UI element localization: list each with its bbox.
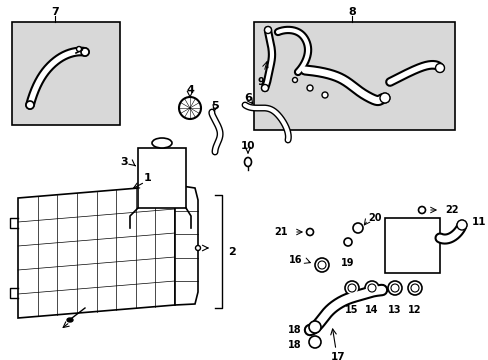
Text: 2: 2 [227, 247, 235, 257]
Ellipse shape [308, 336, 320, 348]
Ellipse shape [76, 46, 81, 51]
Ellipse shape [314, 258, 328, 272]
Ellipse shape [81, 48, 89, 56]
Ellipse shape [379, 93, 389, 103]
Text: 18: 18 [288, 325, 302, 335]
Bar [384, 218, 439, 273]
Polygon shape [175, 185, 198, 305]
Text: 4: 4 [185, 85, 194, 95]
Ellipse shape [26, 101, 34, 109]
Text: 3: 3 [120, 157, 128, 167]
Text: 20: 20 [367, 213, 381, 223]
Ellipse shape [418, 207, 425, 213]
Ellipse shape [367, 284, 375, 292]
Ellipse shape [410, 284, 418, 292]
Ellipse shape [435, 63, 444, 72]
Text: 22: 22 [444, 205, 458, 215]
Text: 16: 16 [288, 255, 302, 265]
Text: 14: 14 [365, 305, 378, 315]
Bar [12, 22, 120, 125]
Text: 21: 21 [274, 227, 287, 237]
Text: 1: 1 [144, 173, 152, 183]
Text: 10: 10 [240, 141, 255, 151]
Text: 13: 13 [387, 305, 401, 315]
Ellipse shape [345, 281, 358, 295]
Text: 11: 11 [471, 217, 486, 227]
Bar [138, 148, 185, 208]
Text: 12: 12 [407, 305, 421, 315]
Bar [253, 22, 454, 130]
Ellipse shape [364, 281, 378, 295]
Ellipse shape [407, 281, 421, 295]
Ellipse shape [195, 246, 200, 251]
Ellipse shape [261, 85, 268, 91]
Text: 18: 18 [288, 340, 302, 350]
Text: 5: 5 [211, 101, 218, 111]
Text: 15: 15 [345, 305, 358, 315]
Text: 17: 17 [330, 352, 345, 360]
Ellipse shape [347, 284, 355, 292]
Polygon shape [18, 185, 175, 318]
Ellipse shape [306, 229, 313, 235]
Ellipse shape [306, 85, 312, 91]
Ellipse shape [152, 138, 172, 148]
Ellipse shape [456, 220, 466, 230]
Text: 7: 7 [51, 7, 59, 17]
Ellipse shape [179, 97, 201, 119]
Text: 19: 19 [341, 258, 354, 268]
Text: 8: 8 [347, 7, 355, 17]
Ellipse shape [387, 281, 401, 295]
Ellipse shape [308, 321, 320, 333]
Text: 9: 9 [257, 77, 264, 87]
Ellipse shape [292, 77, 297, 82]
Ellipse shape [67, 318, 73, 322]
Ellipse shape [317, 261, 325, 269]
Ellipse shape [264, 27, 271, 33]
Ellipse shape [321, 92, 327, 98]
Ellipse shape [244, 158, 251, 166]
Ellipse shape [390, 284, 398, 292]
Ellipse shape [352, 223, 362, 233]
Ellipse shape [343, 238, 351, 246]
Text: 6: 6 [244, 93, 251, 103]
